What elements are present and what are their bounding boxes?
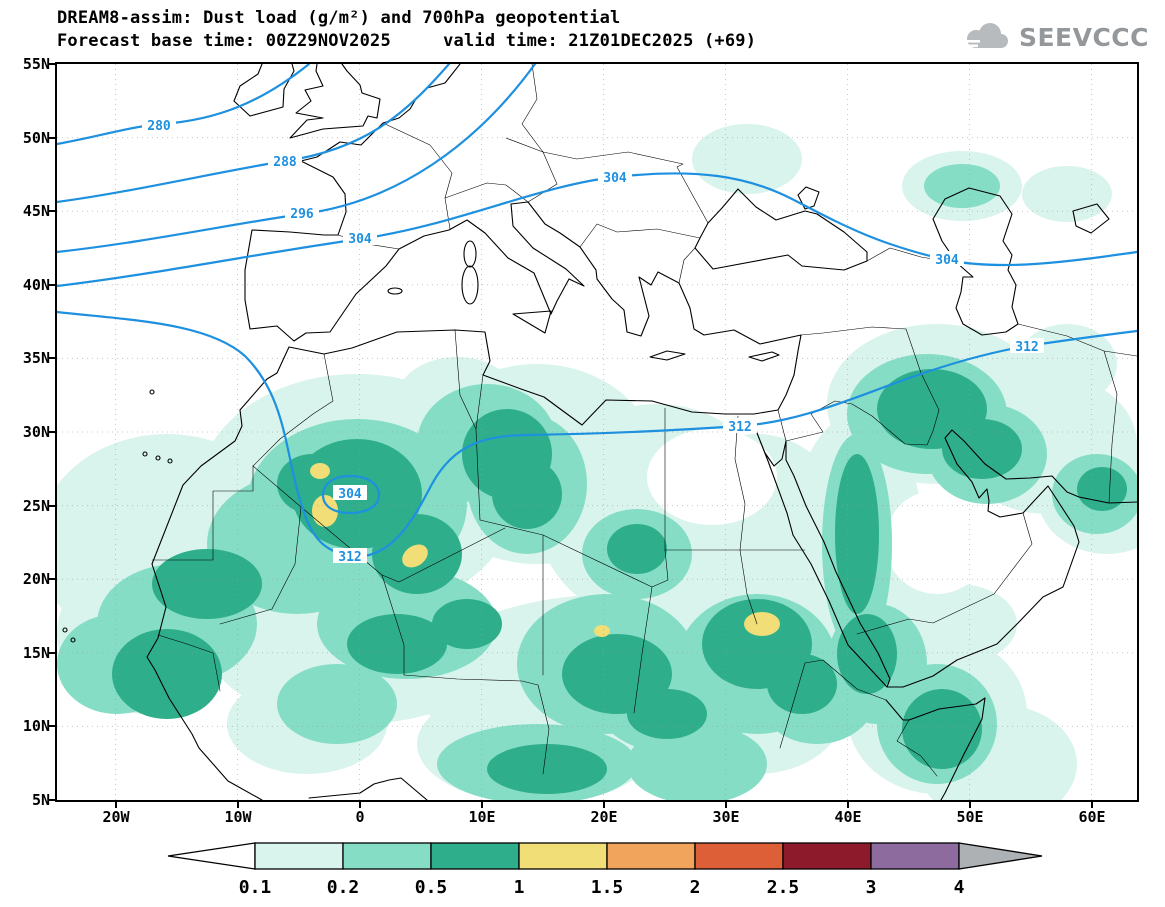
map-canvas: 280 288 296 304 304 304 304 312 312 312 <box>57 64 1137 800</box>
lon-tick <box>603 801 605 808</box>
colorbar-cell <box>518 842 608 870</box>
colorbar-cell <box>870 842 960 870</box>
lat-tick <box>48 505 55 507</box>
colorbar-tick-label: 2 <box>690 877 701 898</box>
geo-label-280: 280 <box>147 119 171 134</box>
lon-tick-label: 10W <box>224 808 252 826</box>
lon-tick-label: 0 <box>355 808 365 826</box>
lat-tick <box>48 652 55 654</box>
colorbar-cell <box>342 842 432 870</box>
seevccc-logo: SEEVCCC <box>960 22 1149 52</box>
colorbar-arrow-left <box>167 842 256 870</box>
map-frame: 280 288 296 304 304 304 304 312 312 312 <box>55 62 1139 802</box>
geo-label-304-b: 304 <box>603 171 627 186</box>
colorbar-cell <box>694 842 784 870</box>
lon-tick-label: 30E <box>712 808 740 826</box>
geo-label-312-b: 312 <box>728 420 751 435</box>
graticule <box>57 64 1137 800</box>
lat-tick <box>48 137 55 139</box>
lon-tick-label: 40E <box>834 808 862 826</box>
logo-text: SEEVCCC <box>1018 22 1149 52</box>
lon-tick <box>847 801 849 808</box>
colorbar-tick-label: 1.5 <box>591 877 624 898</box>
colorbar-tick-label: 3 <box>866 877 877 898</box>
lon-tick-label: 60E <box>1078 808 1106 826</box>
colorbar-cell <box>782 842 872 870</box>
lon-tick <box>969 801 971 808</box>
lon-tick-label: 20E <box>590 808 618 826</box>
lon-tick-label: 50E <box>956 808 984 826</box>
colorbar-tick-label: 0.1 <box>239 877 272 898</box>
page-subtitle: Forecast base time: 00Z29NOV2025 valid t… <box>57 31 757 51</box>
lon-tick <box>237 801 239 808</box>
colorbar-tick-label: 0.2 <box>327 877 360 898</box>
lat-tick-label: 50N <box>22 129 50 147</box>
country-borders <box>151 64 1137 777</box>
geo-label-312-c: 312 <box>1015 340 1038 355</box>
geo-label-304-a: 304 <box>348 232 372 247</box>
colorbar-tick-label: 4 <box>954 877 965 898</box>
lat-tick-label: 25N <box>22 497 50 515</box>
geo-label-296: 296 <box>290 207 314 222</box>
colorbar-cell <box>254 842 344 870</box>
lon-tick-label: 10E <box>468 808 496 826</box>
lat-tick-label: 40N <box>22 276 50 294</box>
lon-tick <box>481 801 483 808</box>
lon-tick <box>725 801 727 808</box>
geo-label-304-low: 304 <box>338 487 362 502</box>
lat-tick <box>48 210 55 212</box>
colorbar-cell <box>430 842 520 870</box>
lat-tick <box>48 431 55 433</box>
dust-fill-level-0.5 <box>112 369 1127 794</box>
lon-tick-label: 20W <box>102 808 130 826</box>
lat-tick <box>48 63 55 65</box>
colorbar-tick-label: 0.5 <box>415 877 448 898</box>
cloud-icon <box>961 23 1008 48</box>
lon-tick <box>359 801 361 808</box>
lat-tick <box>48 357 55 359</box>
lat-tick-label: 55N <box>22 55 50 73</box>
colorbar-arrow-right <box>958 842 1043 870</box>
page-title: DREAM8-assim: Dust load (g/m²) and 700hP… <box>57 8 621 28</box>
geo-label-304-c: 304 <box>935 253 959 268</box>
geopotential-labels: 280 288 296 304 304 304 304 312 312 312 <box>142 117 1044 565</box>
lat-tick-label: 35N <box>22 349 50 367</box>
lat-tick <box>48 578 55 580</box>
lat-tick-label: 20N <box>22 570 50 588</box>
lat-tick <box>48 725 55 727</box>
colorbar-cell <box>606 842 696 870</box>
lat-tick <box>48 799 55 801</box>
lat-tick-label: 5N <box>31 791 50 809</box>
lat-tick-label: 30N <box>22 423 50 441</box>
dust-fill-level-1 <box>310 463 780 637</box>
lat-tick-label: 45N <box>22 202 50 220</box>
lat-tick <box>48 284 55 286</box>
geo-label-288: 288 <box>273 155 297 170</box>
colorbar-tick-label: 2.5 <box>767 877 800 898</box>
coastlines <box>62 64 1137 800</box>
lat-tick-label: 10N <box>22 717 50 735</box>
lon-tick <box>1091 801 1093 808</box>
colorbar: 0.1 0.2 0.5 1 1.5 2 2.5 3 4 <box>167 842 1043 898</box>
geo-label-312-a: 312 <box>338 550 361 565</box>
colorbar-tick-label: 1 <box>514 877 525 898</box>
lat-tick-label: 15N <box>22 644 50 662</box>
lon-tick <box>115 801 117 808</box>
